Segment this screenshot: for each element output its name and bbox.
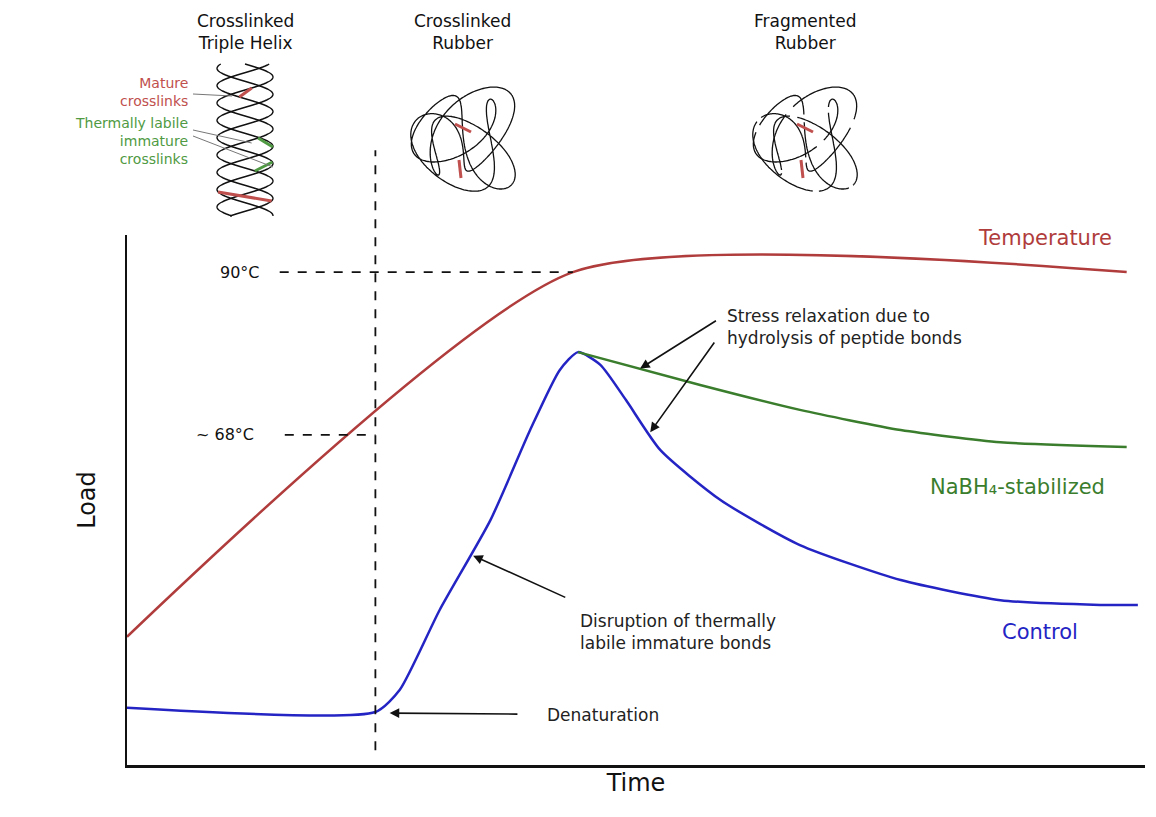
svg-text:~ 68°C: ~ 68°C — [196, 425, 254, 444]
svg-text:Disruption of thermallylabile: Disruption of thermallylabile immature b… — [580, 611, 776, 653]
svg-text:90°C: 90°C — [220, 263, 260, 282]
svg-text:FragmentedRubber: FragmentedRubber — [754, 11, 856, 53]
svg-text:Maturecrosslinks: Maturecrosslinks — [120, 75, 188, 109]
svg-text:Temperature: Temperature — [978, 226, 1112, 250]
svg-text:Thermally labileimmaturecrossl: Thermally labileimmaturecrosslinks — [75, 115, 188, 167]
svg-text:Time: Time — [606, 769, 666, 797]
svg-text:CrosslinkedTriple Helix: CrosslinkedTriple Helix — [197, 11, 294, 53]
svg-text:CrosslinkedRubber: CrosslinkedRubber — [414, 11, 511, 53]
svg-text:NaBH₄-stabilized: NaBH₄-stabilized — [930, 475, 1105, 499]
svg-text:Denaturation: Denaturation — [547, 705, 659, 725]
svg-text:Stress relaxation due tohydrol: Stress relaxation due tohydrolysis of pe… — [727, 306, 962, 348]
svg-text:Control: Control — [1002, 620, 1078, 644]
svg-text:Load: Load — [73, 471, 101, 529]
